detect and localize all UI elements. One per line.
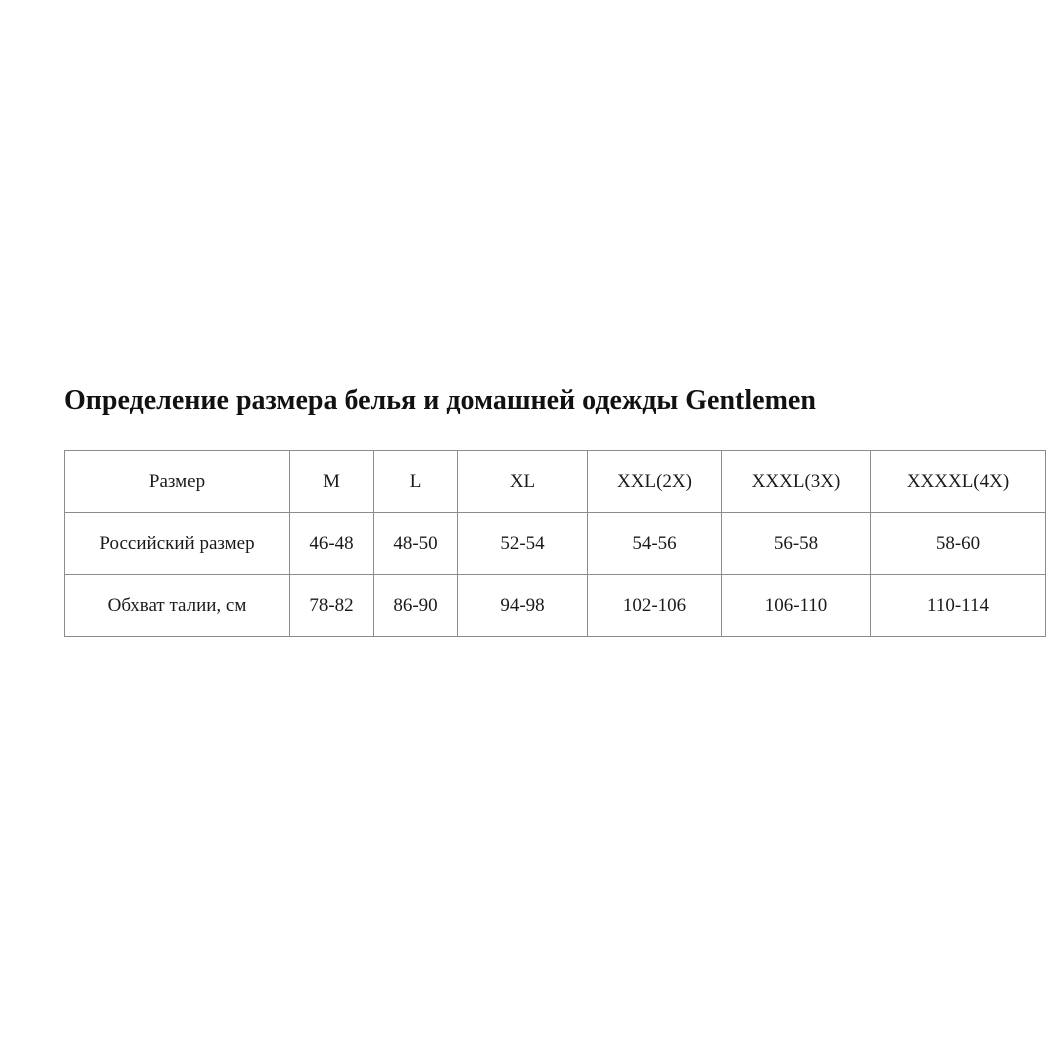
table-row-1-cell-5: 110-114 (871, 575, 1046, 637)
table-row-1-label: Обхват талии, см (65, 575, 290, 637)
table-row-1-cell-1: 86-90 (374, 575, 458, 637)
table-header-cell-1: M (290, 451, 374, 513)
table-row-1-cell-0: 78-82 (290, 575, 374, 637)
table-header-cell-5: XXXL(3X) (722, 451, 871, 513)
size-table: Размер M L XL XXL(2X) XXXL(3X) XXXXL(4X)… (64, 450, 1046, 637)
table-row-0-cell-2: 52-54 (458, 513, 588, 575)
table-header-cell-3: XL (458, 451, 588, 513)
table-row-0-label: Российский размер (65, 513, 290, 575)
table-row: Российский размер 46-48 48-50 52-54 54-5… (65, 513, 1046, 575)
document-page: Определение размера белья и домашней оде… (0, 0, 1060, 1060)
table-row-1-cell-2: 94-98 (458, 575, 588, 637)
table-row-0-cell-1: 48-50 (374, 513, 458, 575)
size-table-container: Размер M L XL XXL(2X) XXXL(3X) XXXXL(4X)… (64, 450, 1046, 637)
table-row-0-cell-3: 54-56 (588, 513, 722, 575)
table-row-header: Размер M L XL XXL(2X) XXXL(3X) XXXXL(4X) (65, 451, 1046, 513)
table-row-0-cell-4: 56-58 (722, 513, 871, 575)
page-title: Определение размера белья и домашней оде… (64, 385, 816, 417)
table-header-cell-6: XXXXL(4X) (871, 451, 1046, 513)
table-header-cell-2: L (374, 451, 458, 513)
table-header-cell-4: XXL(2X) (588, 451, 722, 513)
table-row-1-cell-4: 106-110 (722, 575, 871, 637)
table-row-0-cell-5: 58-60 (871, 513, 1046, 575)
table-row: Обхват талии, см 78-82 86-90 94-98 102-1… (65, 575, 1046, 637)
table-header-cell-0: Размер (65, 451, 290, 513)
table-row-1-cell-3: 102-106 (588, 575, 722, 637)
table-row-0-cell-0: 46-48 (290, 513, 374, 575)
